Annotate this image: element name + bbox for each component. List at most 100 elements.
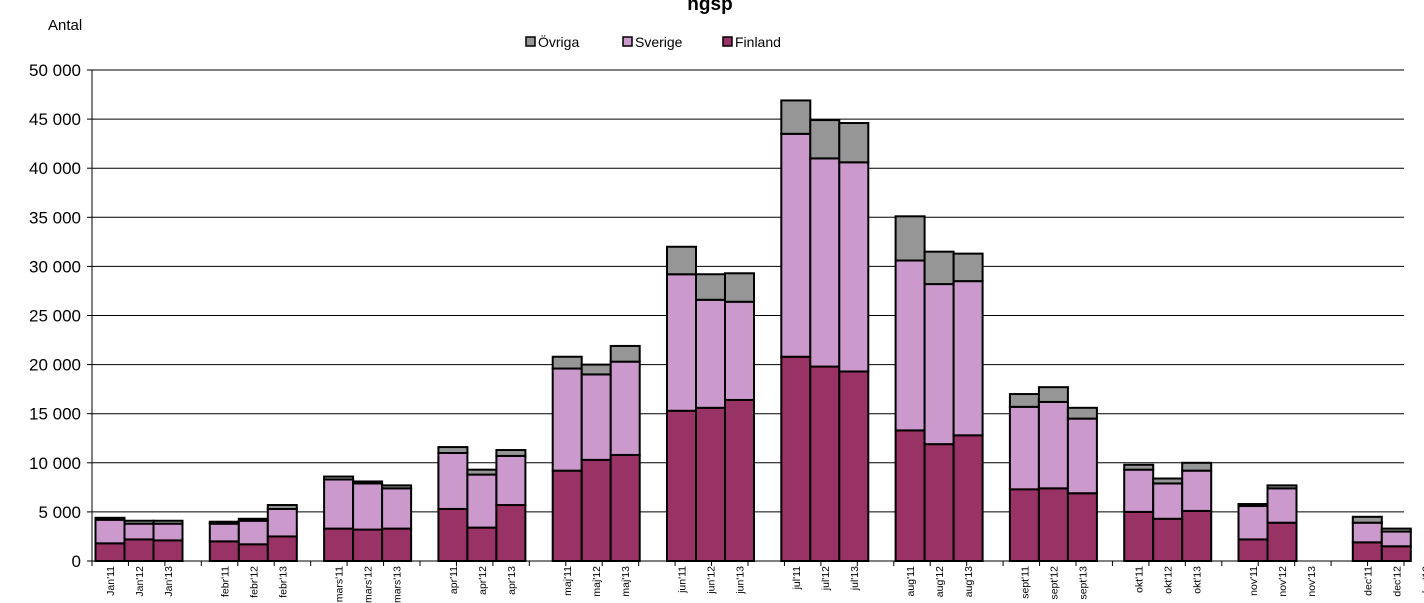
bar-segment: [923, 443, 955, 562]
x-tick-label: maj'11: [562, 566, 574, 596]
y-tick-label: 5 000: [38, 503, 81, 522]
bar-segment: [609, 360, 641, 456]
x-tick-label: nov'11: [1248, 566, 1260, 596]
bar-segment: [1123, 468, 1155, 513]
bar-segment: [237, 519, 269, 546]
bar-segment: [495, 449, 527, 457]
x-tick-label: febr'12: [248, 566, 260, 598]
x-tick-label: jun'13: [735, 566, 747, 595]
x-tick-label: aug'12: [934, 566, 946, 597]
bar-segment: [580, 363, 612, 376]
x-tick-label: Jan'13: [163, 566, 175, 597]
bar-segment: [724, 300, 755, 401]
bar-segment: [437, 507, 469, 563]
bar-segment: [1237, 538, 1269, 562]
bar-segment: [838, 122, 870, 164]
bar-segment: [666, 245, 697, 276]
x-tick-label: jul'11: [791, 566, 803, 591]
bar-segment: [266, 504, 298, 510]
bar-segment: [352, 480, 384, 485]
y-tick-label: 50 000: [29, 61, 81, 80]
bar-segment: [923, 250, 955, 286]
bar-segment: [123, 522, 155, 541]
axes: [91, 70, 1405, 566]
bar-segment: [1152, 482, 1184, 520]
legend: Övriga Sverige Finland: [525, 33, 781, 50]
bar-segment: [1266, 521, 1298, 563]
x-tick-label: Jan'11: [105, 566, 117, 596]
bar-segment: [1152, 517, 1184, 562]
bar-segment: [381, 487, 413, 530]
x-tick-label: jun'12: [706, 566, 718, 595]
bar-segment: [1351, 521, 1383, 544]
bar-segment: [551, 355, 583, 370]
bar-segment: [1380, 530, 1412, 548]
bar-segment: [1123, 463, 1155, 471]
bar-segment: [94, 518, 126, 545]
bar-segment: [466, 526, 498, 562]
bar-segment: [123, 538, 155, 562]
bar-segment: [437, 446, 469, 454]
bar-segment: [466, 473, 498, 529]
x-tick-label: okt'12: [1163, 566, 1175, 594]
bar-segment: [952, 434, 984, 562]
bar-segment: [495, 454, 527, 507]
bar-segment: [551, 367, 583, 472]
x-tick-label: okt'11: [1134, 566, 1146, 593]
bar-segment: [237, 543, 269, 563]
bar-segment: [437, 451, 469, 510]
y-tick-label: 45 000: [29, 110, 81, 129]
bar-segment: [152, 522, 184, 542]
bar-segment: [809, 365, 841, 562]
x-tick-label: aug'13: [963, 566, 975, 597]
x-tick-label: nov'13: [1306, 566, 1318, 597]
bar-segment: [1380, 545, 1412, 563]
bar-segment: [923, 283, 955, 446]
bar-segment: [580, 458, 612, 563]
bar-segment: [609, 344, 641, 363]
legend-swatch: [525, 36, 536, 47]
y-axis-ticks: 0 5 000 10 000 15 000 20 000 25 000 30 000 35 0…: [29, 61, 92, 571]
bar-segment: [1351, 541, 1383, 562]
bar-segment: [894, 215, 926, 262]
y-tick-label: 20 000: [29, 356, 81, 375]
x-tick-label: Jan'12: [134, 566, 146, 597]
bar-segment: [1066, 406, 1098, 420]
bar-segment: [266, 507, 298, 538]
bar-segment: [580, 373, 612, 461]
x-tick-label: mars'13: [392, 566, 404, 603]
x-axis-ticks: Jan'11 Jan'12 Jan'13 febr'11 febr'12 febr'13 m…: [105, 566, 1424, 603]
bar-segment: [724, 272, 755, 303]
bar-segment: [609, 453, 641, 562]
bar-segment: [466, 468, 498, 476]
x-tick-label: jun'11: [677, 566, 689, 594]
bar-segment: [724, 398, 755, 562]
legend-label: Finland: [735, 34, 781, 50]
x-tick-label: apr'11: [448, 566, 460, 594]
y-tick-label: 30 000: [29, 257, 81, 276]
bar-segment: [352, 528, 384, 562]
bar-segment: [323, 475, 355, 481]
x-tick-label: okt'13: [1192, 566, 1204, 594]
bar-segment: [208, 520, 240, 525]
bar-segment: [152, 519, 184, 525]
x-tick-label: dec'13: [1420, 566, 1424, 597]
bar-segment: [952, 252, 984, 283]
bar-segment: [1181, 461, 1213, 472]
bar-segment: [381, 484, 413, 490]
x-tick-label: dec'12: [1391, 566, 1403, 597]
bar-segment: [780, 99, 812, 135]
x-tick-label: febr'11: [219, 566, 231, 597]
x-tick-label: sept'12: [1048, 566, 1060, 600]
bar-segment: [551, 469, 583, 563]
x-tick-label: apr'12: [477, 566, 489, 595]
bar-segment: [1266, 484, 1298, 490]
x-tick-label: mars'11: [334, 566, 346, 602]
bar-segment: [666, 409, 697, 562]
legend-swatch: [622, 36, 633, 47]
bar-segment: [208, 522, 240, 543]
bar-segment: [94, 516, 126, 521]
bar-segment: [1152, 477, 1184, 485]
bar-segment: [1066, 492, 1098, 563]
